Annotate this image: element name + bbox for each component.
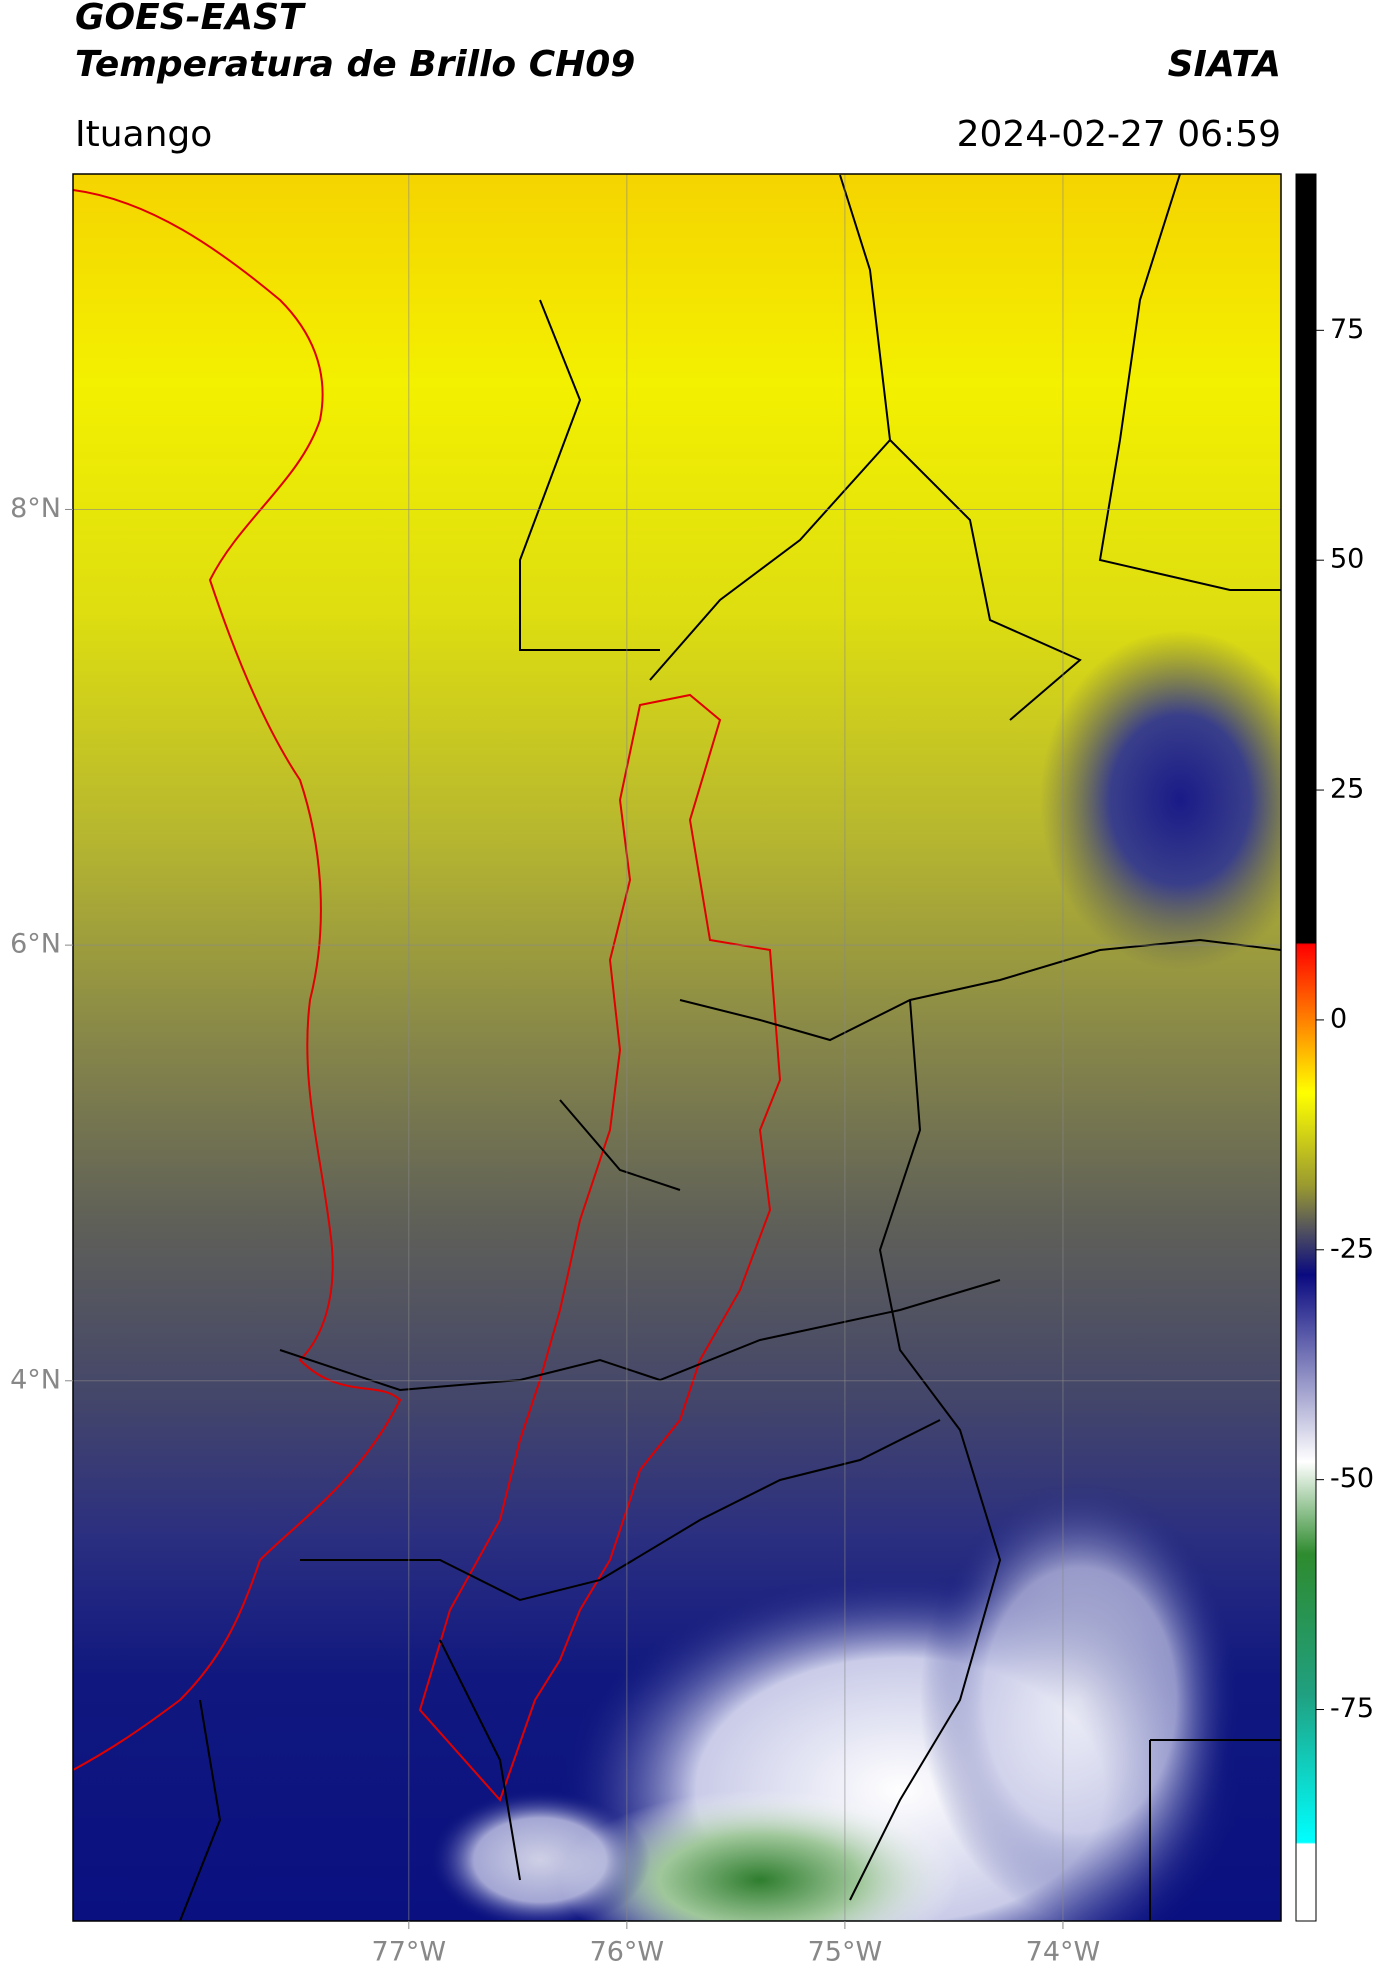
colorbar-tick-label: -25 [1330, 1233, 1374, 1264]
x-tick-label: 76°W [590, 1937, 665, 1968]
map-frame [72, 173, 1282, 1922]
colorbar [1295, 173, 1317, 1922]
subtitle: Temperatura de Brillo CH09 [75, 44, 635, 85]
y-tick-label: 4°N [10, 1364, 61, 1395]
colorbar-tick-label: 25 [1330, 774, 1364, 805]
timestamp: 2024-02-27 06:59 [957, 114, 1281, 155]
y-tick-label: 8°N [10, 493, 61, 524]
title: GOES-EAST [75, 0, 306, 38]
colorbar-tick-label: 75 [1330, 314, 1364, 345]
grid [73, 174, 1281, 1921]
x-tick-label: 74°W [1026, 1937, 1101, 1968]
colorbar-tick-label: 0 [1330, 1003, 1347, 1034]
source: SIATA [1168, 44, 1281, 85]
x-tick-label: 77°W [372, 1937, 447, 1968]
colorbar-tick-label: -50 [1330, 1463, 1374, 1494]
colorbar-tick-label: -75 [1330, 1693, 1374, 1724]
colorbar-tick-label: 50 [1330, 544, 1364, 575]
satellite-image [73, 174, 1281, 1921]
region: Ituango [75, 114, 212, 155]
x-tick-label: 75°W [808, 1937, 883, 1968]
y-tick-label: 6°N [10, 929, 61, 960]
